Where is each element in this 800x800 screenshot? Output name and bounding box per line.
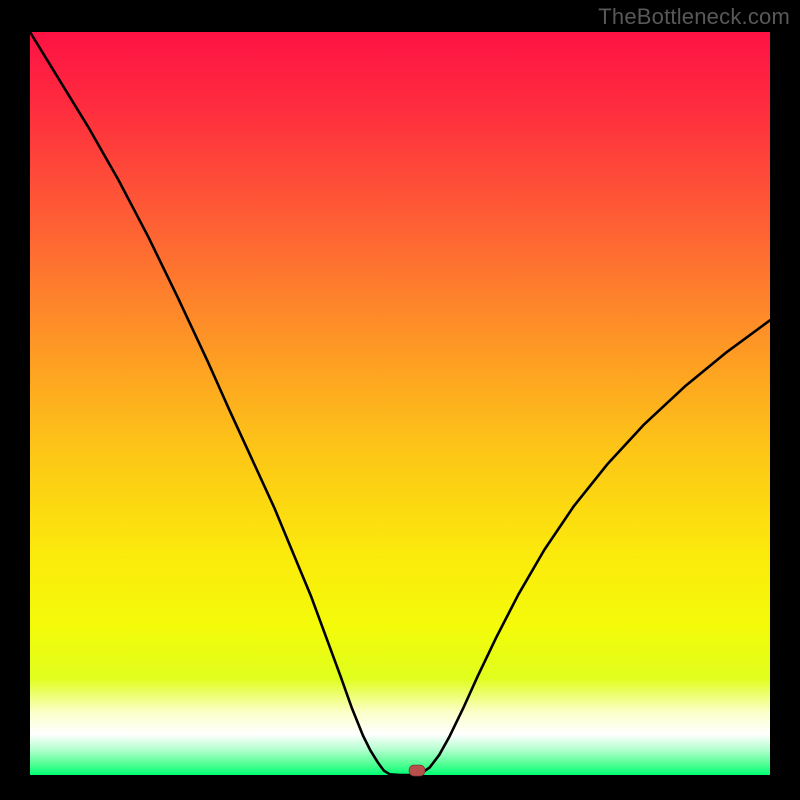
watermark-text: TheBottleneck.com: [598, 4, 790, 30]
chart-svg: [0, 0, 800, 800]
optimal-point-marker: [409, 765, 425, 776]
chart-container: TheBottleneck.com: [0, 0, 800, 800]
plot-background-gradient: [30, 32, 770, 775]
